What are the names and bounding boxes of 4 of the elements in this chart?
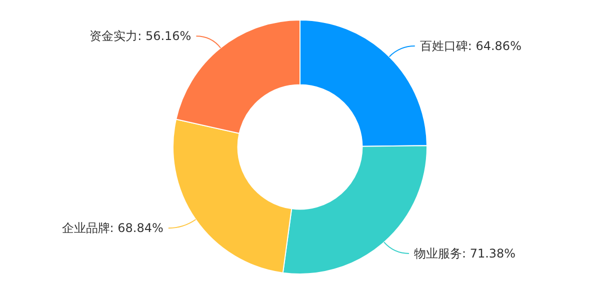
- slice-label: 企业品牌: 68.84%: [62, 221, 164, 236]
- slice-label: 百姓口碑: 64.86%: [420, 39, 522, 54]
- slice-label: 资金实力: 56.16%: [90, 29, 192, 44]
- slice-label: 物业服务: 71.38%: [414, 246, 516, 260]
